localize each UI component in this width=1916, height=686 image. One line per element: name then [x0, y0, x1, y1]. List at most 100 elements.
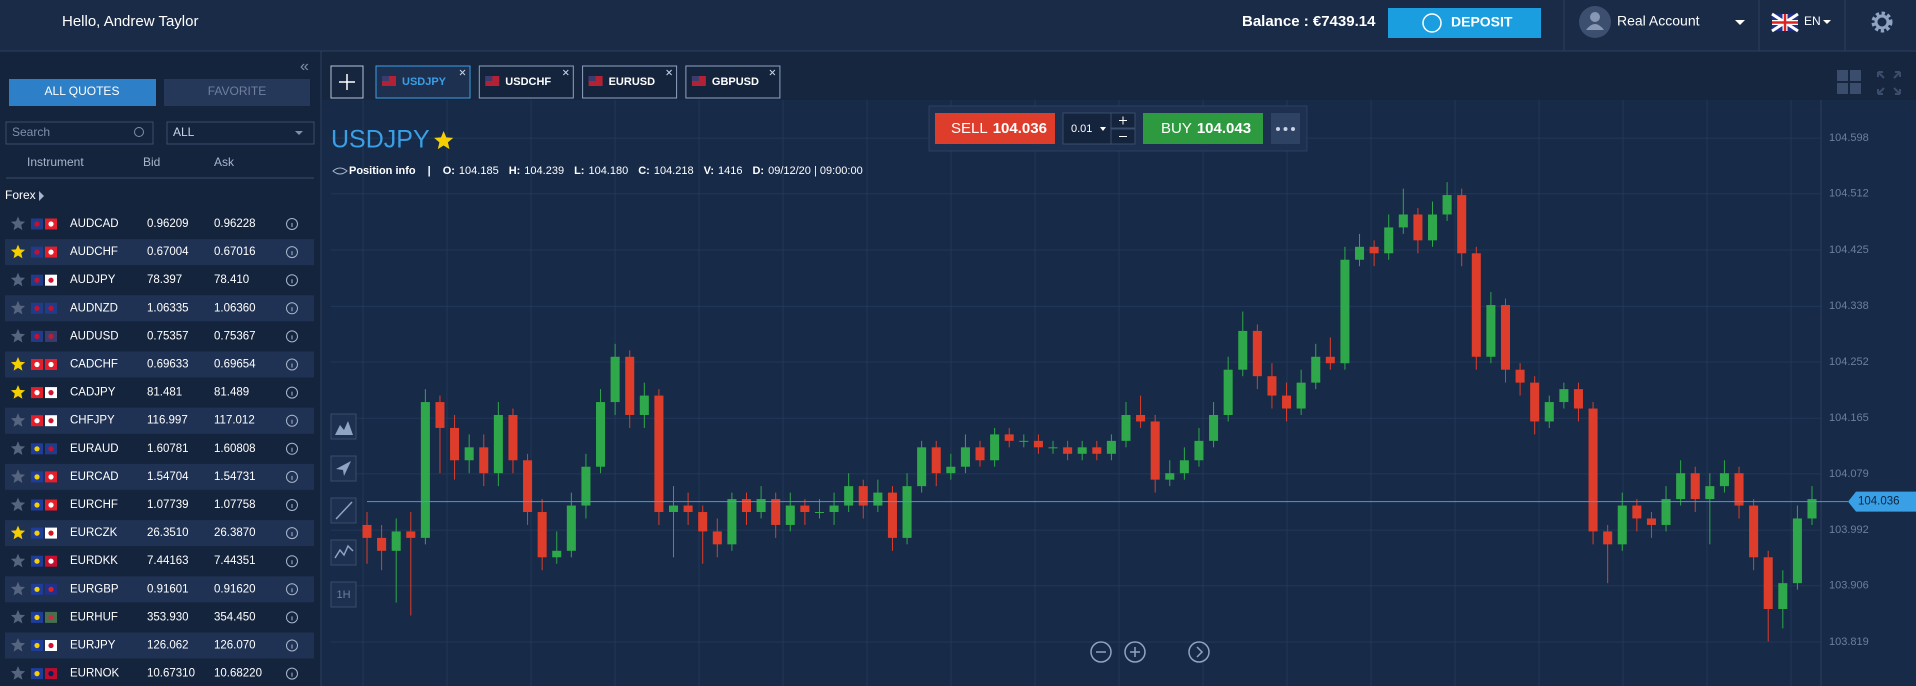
info-icon[interactable] — [286, 246, 298, 259]
candle-body — [756, 499, 766, 513]
flag-emblem — [34, 642, 40, 649]
info-icon[interactable] — [286, 358, 298, 371]
info-icon[interactable] — [286, 639, 298, 652]
symbol[interactable]: CADCHF — [70, 359, 118, 371]
group-label[interactable]: Forex — [5, 188, 36, 202]
favorite-star[interactable] — [434, 131, 454, 150]
info-icon[interactable] — [286, 470, 298, 483]
favorite-star[interactable] — [10, 216, 26, 231]
favorite-star[interactable] — [10, 385, 26, 399]
favorite-star[interactable] — [10, 441, 26, 455]
fullscreen-icon[interactable] — [1877, 71, 1901, 95]
symbol[interactable]: EURDKK — [70, 555, 118, 567]
tab-favorite[interactable] — [164, 79, 310, 106]
favorite-star[interactable] — [10, 553, 26, 568]
info-icon[interactable] — [286, 386, 298, 399]
symbol[interactable]: EURJPY — [70, 640, 116, 652]
symbol[interactable]: AUDJPY — [70, 274, 116, 286]
candle-body — [625, 356, 635, 415]
favorite-star[interactable] — [10, 357, 26, 371]
symbol[interactable]: EURGBP — [70, 583, 119, 595]
info-icon[interactable] — [286, 499, 298, 511]
favorite-star[interactable] — [10, 497, 26, 512]
favorite-star[interactable] — [10, 638, 26, 652]
sell-button[interactable] — [935, 113, 1055, 144]
favorite-star[interactable] — [10, 666, 26, 680]
info-icon[interactable] — [286, 274, 298, 287]
symbol[interactable]: CADJPY — [70, 387, 116, 399]
info-icon[interactable] — [286, 218, 298, 230]
info-icon[interactable] — [286, 583, 298, 596]
symbol[interactable]: EURCHF — [70, 499, 118, 511]
symbol[interactable]: AUDCHF — [70, 246, 118, 258]
info-icon[interactable] — [286, 527, 298, 540]
tab-label[interactable]: GBPUSD — [712, 76, 759, 88]
search-box[interactable] — [5, 121, 154, 145]
tab-close[interactable] — [769, 69, 776, 76]
account-caret[interactable] — [1735, 20, 1745, 25]
symbol[interactable]: EURAUD — [70, 443, 119, 455]
favorite-star[interactable] — [10, 525, 26, 540]
buy-button[interactable] — [1143, 113, 1263, 144]
favorite-star[interactable] — [10, 244, 26, 259]
candle-body — [946, 466, 956, 474]
favorite-star[interactable] — [10, 581, 26, 596]
zoom-out[interactable] — [1090, 641, 1112, 663]
candle-body — [537, 512, 547, 558]
quote-list: AUDCAD 0.96209 0.96228 AUDCHF 0.67004 0.67016… — [5, 216, 314, 680]
symbol[interactable]: EURCZK — [70, 527, 118, 539]
account-type[interactable]: Real Account — [1617, 13, 1700, 29]
info-icon[interactable] — [286, 302, 298, 315]
layout-icon[interactable] — [1837, 70, 1861, 94]
scroll-right[interactable] — [1188, 641, 1210, 663]
symbol[interactable]: CHFJPY — [70, 415, 115, 427]
language-caret[interactable] — [1823, 20, 1831, 24]
tab-all-quotes[interactable] — [9, 79, 156, 106]
bid: 1.07739 — [147, 499, 189, 511]
chart-tabs: USDJPY USDCHF EURUSD GBPUSD — [375, 65, 781, 99]
language[interactable]: EN — [1804, 14, 1821, 28]
flag-emblem — [34, 249, 40, 255]
deposit-button[interactable] — [1388, 8, 1541, 38]
tab-close[interactable] — [459, 69, 466, 76]
add-tab[interactable] — [330, 65, 364, 99]
candle-body — [1515, 369, 1525, 383]
info-icon[interactable] — [286, 414, 298, 427]
info-icon[interactable] — [286, 555, 298, 568]
collapse-icon[interactable]: « — [300, 58, 309, 75]
column-header: Bid — [143, 155, 160, 169]
symbol[interactable]: EURNOK — [70, 668, 120, 680]
tab-label[interactable]: USDCHF — [505, 76, 551, 88]
symbol[interactable]: AUDNZD — [70, 302, 118, 314]
symbol[interactable]: AUDCAD — [70, 218, 119, 230]
tab-label[interactable]: USDJPY — [402, 76, 447, 88]
ask: 117.012 — [214, 415, 255, 427]
settings-icon[interactable] — [1871, 11, 1893, 33]
tab-close[interactable] — [666, 69, 672, 76]
ask: 1.60808 — [214, 443, 256, 455]
favorite-star[interactable] — [10, 328, 26, 343]
tab-label[interactable]: EURUSD — [609, 76, 656, 88]
filter-select[interactable] — [166, 121, 315, 145]
amount-select[interactable] — [1062, 112, 1112, 145]
zoom-in[interactable] — [1124, 641, 1146, 663]
info-icon[interactable] — [286, 611, 298, 624]
timeframe-button[interactable] — [330, 581, 357, 608]
flag-emblem — [34, 221, 40, 227]
info-icon[interactable] — [286, 442, 298, 455]
info-icon[interactable] — [286, 330, 298, 343]
symbol[interactable]: AUDUSD — [70, 330, 119, 342]
column-header: Instrument — [27, 155, 84, 169]
symbol[interactable]: EURHUF — [70, 611, 118, 623]
tool-area[interactable] — [330, 413, 357, 440]
symbol[interactable]: EURCAD — [70, 471, 119, 483]
favorite-star[interactable] — [10, 272, 26, 287]
amount: 0.01 — [1071, 123, 1092, 135]
tab-close[interactable] — [562, 69, 569, 76]
favorite-star[interactable] — [10, 413, 26, 427]
info-icon[interactable] — [286, 667, 298, 680]
favorite-star[interactable] — [10, 469, 26, 483]
favorite-star[interactable] — [10, 300, 26, 315]
tool-indicator[interactable] — [330, 539, 357, 566]
favorite-star[interactable] — [10, 609, 26, 624]
